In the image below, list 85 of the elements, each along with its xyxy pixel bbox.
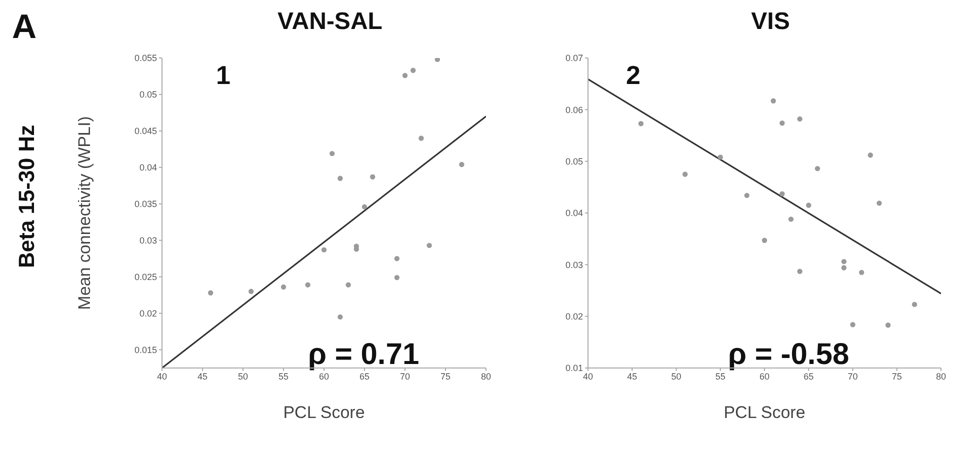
y-tick-label: 0.03	[139, 236, 157, 246]
y-tick-label: 0.02	[565, 312, 583, 322]
x-tick-label: 80	[936, 371, 946, 382]
point	[280, 284, 286, 290]
point	[394, 274, 400, 280]
x-tick-label: 60	[318, 371, 330, 382]
point	[718, 154, 723, 160]
x-tick-label: 55	[278, 371, 289, 382]
point	[744, 192, 750, 198]
point	[797, 116, 802, 122]
point	[638, 121, 644, 126]
x-tick-label: 60	[759, 371, 770, 382]
point	[394, 256, 400, 262]
x-tick-label: 70	[848, 371, 858, 382]
x-tick-label: 75	[440, 371, 451, 382]
point	[850, 322, 856, 328]
point	[434, 58, 440, 62]
point	[885, 322, 891, 328]
x-axis-title: PCL Score	[724, 403, 806, 422]
point	[912, 302, 918, 308]
y-tick-label: 0.03	[565, 260, 583, 270]
point	[806, 202, 812, 208]
text: Beta 15-30 Hz	[14, 124, 40, 268]
point	[780, 120, 785, 126]
point	[841, 258, 847, 264]
annotation: ρ = 0.71	[308, 338, 420, 372]
point	[370, 174, 376, 180]
y-tick-label: 0.06	[565, 104, 583, 115]
annotation: 1	[216, 60, 230, 91]
x-tick-label: 50	[238, 371, 248, 382]
y-axis-title: Mean connectivity (WPLI)	[75, 116, 94, 310]
point	[208, 290, 214, 296]
chart-title: VAN-SAL	[276, 8, 384, 36]
y-tick-label: 0.035	[134, 199, 157, 210]
point	[858, 270, 864, 276]
point	[876, 200, 882, 206]
point	[459, 162, 464, 168]
point	[797, 268, 802, 274]
y-tick-label: 0.055	[134, 53, 157, 64]
point	[682, 172, 688, 177]
y-tick-label: 0.045	[134, 126, 157, 136]
point	[338, 314, 343, 320]
x-tick-label: 65	[804, 371, 814, 382]
point	[321, 247, 327, 252]
point	[788, 216, 794, 222]
point	[868, 152, 873, 158]
x-axis-title: PCL Score	[283, 403, 365, 422]
annotation: 2	[626, 60, 640, 91]
point	[248, 288, 254, 294]
point	[362, 204, 368, 210]
point	[814, 166, 820, 172]
point	[762, 238, 768, 243]
x-tick-label: 45	[197, 371, 208, 382]
y-tick-label: 0.04	[139, 162, 157, 173]
y-tick-label: 0.07	[565, 53, 583, 64]
x-tick-label: 80	[480, 371, 492, 382]
y-tick-label: 0.01	[565, 363, 583, 374]
x-tick-label: 70	[400, 371, 410, 382]
x-tick-label: 40	[582, 371, 594, 382]
point	[330, 150, 335, 156]
point	[346, 282, 351, 288]
y-tick-label: 0.02	[139, 308, 157, 318]
x-tick-label: 75	[892, 371, 902, 382]
x-tick-label: 50	[671, 371, 682, 382]
point	[841, 265, 847, 270]
point	[770, 98, 776, 104]
point	[780, 191, 785, 196]
x-tick-label: 55	[715, 371, 726, 382]
x-tick-label: 45	[627, 371, 638, 382]
annotation: ρ = -0.58	[728, 338, 850, 372]
point	[338, 176, 343, 181]
y-tick-label: 0.05	[139, 90, 157, 100]
x-tick-label: 65	[359, 371, 370, 382]
y-tick-label: 0.04	[565, 208, 583, 218]
y-tick-label: 0.05	[565, 156, 583, 167]
chart-title: VIS	[750, 8, 791, 36]
point	[402, 72, 408, 78]
point	[418, 136, 424, 141]
text: A	[12, 8, 37, 47]
y-tick-label: 0.025	[134, 272, 157, 282]
point	[305, 282, 310, 288]
point	[410, 68, 416, 73]
x-tick-label: 40	[156, 371, 168, 382]
point	[426, 242, 432, 248]
y-tick-label: 0.015	[134, 344, 157, 355]
